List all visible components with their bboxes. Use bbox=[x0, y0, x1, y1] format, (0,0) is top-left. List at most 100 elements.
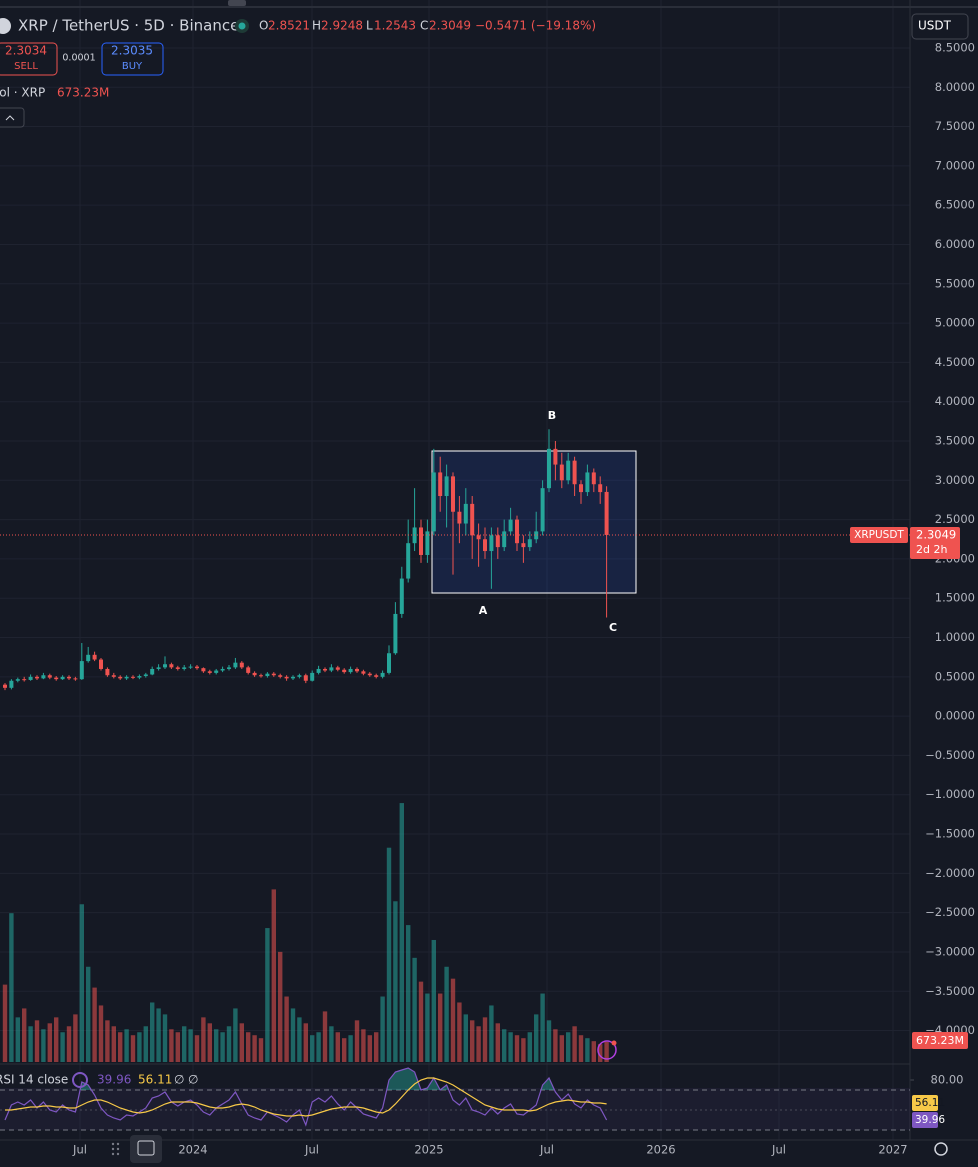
sell-label: SELL bbox=[14, 61, 38, 72]
y-tick-label: 5.0000 bbox=[935, 316, 975, 330]
collapse-icon bbox=[5, 115, 15, 121]
rsi-badge-label: 39.96 bbox=[915, 1114, 945, 1126]
close-letter: C bbox=[420, 19, 428, 33]
volume-bar bbox=[182, 1026, 187, 1062]
y-tick-label: −3.0000 bbox=[925, 944, 975, 958]
volume-bar bbox=[335, 1032, 340, 1062]
candle-body bbox=[220, 668, 225, 671]
volume-bar bbox=[374, 1032, 379, 1062]
y-tick-label: 7.5000 bbox=[935, 119, 975, 133]
volume-bar bbox=[534, 1014, 539, 1062]
volume-bar bbox=[150, 1002, 155, 1062]
pane-handle[interactable] bbox=[111, 1142, 120, 1156]
currency-label: USDT bbox=[918, 19, 952, 33]
candle-body bbox=[451, 476, 455, 512]
sell-button[interactable] bbox=[0, 42, 58, 76]
candle-body bbox=[15, 679, 20, 681]
volume-bar bbox=[98, 1005, 104, 1062]
range-box[interactable] bbox=[431, 450, 637, 594]
volume-bar bbox=[290, 1008, 296, 1062]
rsi-legend-value: 39.96 bbox=[97, 1073, 131, 1087]
candle-body bbox=[105, 668, 110, 676]
candle-body bbox=[502, 531, 507, 548]
candle-body bbox=[156, 667, 161, 669]
volume-bar bbox=[329, 1026, 334, 1062]
symbol-title[interactable]: XRP / TetherUS · 5D · Binance bbox=[18, 17, 239, 35]
rsi-tick-label: 80.00 bbox=[931, 1073, 964, 1087]
candle-body bbox=[259, 675, 263, 677]
candle-body bbox=[438, 472, 443, 497]
volume-bar bbox=[425, 993, 430, 1062]
volume-bar bbox=[444, 966, 449, 1062]
y-tick-label: 4.0000 bbox=[935, 394, 975, 408]
candle-body bbox=[9, 680, 14, 688]
candle-body bbox=[207, 671, 212, 673]
volume-bar bbox=[15, 1017, 20, 1062]
volume-legend-value: 673.23M bbox=[57, 86, 109, 100]
x-tick-label: Jul bbox=[304, 1143, 319, 1157]
volume-bar bbox=[252, 1035, 257, 1062]
volume-bar bbox=[463, 1014, 468, 1062]
close-value: 2.3049 bbox=[429, 19, 471, 33]
settings-button[interactable] bbox=[934, 1142, 948, 1156]
candle-body bbox=[297, 675, 302, 677]
y-tick-label: 8.0000 bbox=[935, 80, 975, 94]
alert-icon[interactable] bbox=[597, 1040, 617, 1060]
candle-body bbox=[470, 503, 475, 536]
drag-handle[interactable] bbox=[228, 0, 246, 6]
volume-bar bbox=[66, 1026, 72, 1062]
volume-bar bbox=[130, 1035, 136, 1062]
candle-body bbox=[355, 668, 359, 672]
y-tick-label: −0.5000 bbox=[925, 748, 975, 762]
volume-bar bbox=[226, 1026, 232, 1062]
candle-body bbox=[92, 654, 97, 660]
candle-body bbox=[585, 472, 590, 493]
y-tick-label: 8.5000 bbox=[935, 40, 975, 54]
candle-body bbox=[271, 673, 276, 676]
candle-body bbox=[566, 460, 571, 481]
candle-body bbox=[3, 684, 7, 688]
volume-bar bbox=[591, 1041, 596, 1062]
candle-body bbox=[54, 677, 59, 680]
candle-body bbox=[303, 675, 308, 681]
x-tick-label: 2027 bbox=[878, 1143, 907, 1157]
change-value: −0.5471 (−19.18%) bbox=[475, 19, 596, 33]
rsi-band bbox=[0, 1088, 910, 1130]
open-letter: O bbox=[259, 19, 268, 33]
screenshot-icon bbox=[137, 1140, 155, 1156]
candle-body bbox=[79, 661, 84, 680]
volume-bar bbox=[156, 1008, 161, 1062]
volume-bar bbox=[380, 996, 385, 1062]
low-value: 1.2543 bbox=[374, 19, 416, 33]
rsi-ma-badge bbox=[912, 1095, 938, 1111]
volume-bar bbox=[502, 1029, 507, 1062]
candle-body bbox=[419, 527, 423, 555]
symbol-badge bbox=[850, 527, 908, 543]
y-tick-label: 5.5000 bbox=[935, 276, 975, 290]
x-tick-label: Jul bbox=[771, 1143, 786, 1157]
candle-body bbox=[572, 460, 577, 485]
rsi-icon[interactable] bbox=[72, 1072, 88, 1088]
alert-dot bbox=[611, 1040, 617, 1046]
y-tick-label: 6.5000 bbox=[935, 198, 975, 212]
volume-bar bbox=[105, 1020, 110, 1062]
y-tick-label: −3.5000 bbox=[925, 984, 975, 998]
candle-body bbox=[73, 678, 78, 680]
buy-label: BUY bbox=[122, 61, 143, 72]
candle-body bbox=[188, 666, 193, 668]
rsi-na-2: ∅ bbox=[188, 1073, 198, 1087]
volume-bar bbox=[41, 1029, 46, 1062]
candle-body bbox=[60, 676, 65, 680]
candle-body bbox=[169, 664, 174, 668]
candle-body bbox=[579, 484, 583, 493]
buy-button[interactable] bbox=[101, 42, 164, 76]
screenshot-button[interactable] bbox=[130, 1135, 162, 1163]
volume-bar bbox=[476, 1026, 481, 1062]
candle-body bbox=[342, 669, 347, 673]
low-letter: L bbox=[366, 19, 373, 33]
volume-bar bbox=[303, 1023, 308, 1062]
volume-bar bbox=[521, 1038, 526, 1062]
rsi-ma-legend-value: 56.11 bbox=[138, 1073, 172, 1087]
currency-button[interactable] bbox=[911, 13, 969, 40]
volume-bar bbox=[60, 1032, 65, 1062]
